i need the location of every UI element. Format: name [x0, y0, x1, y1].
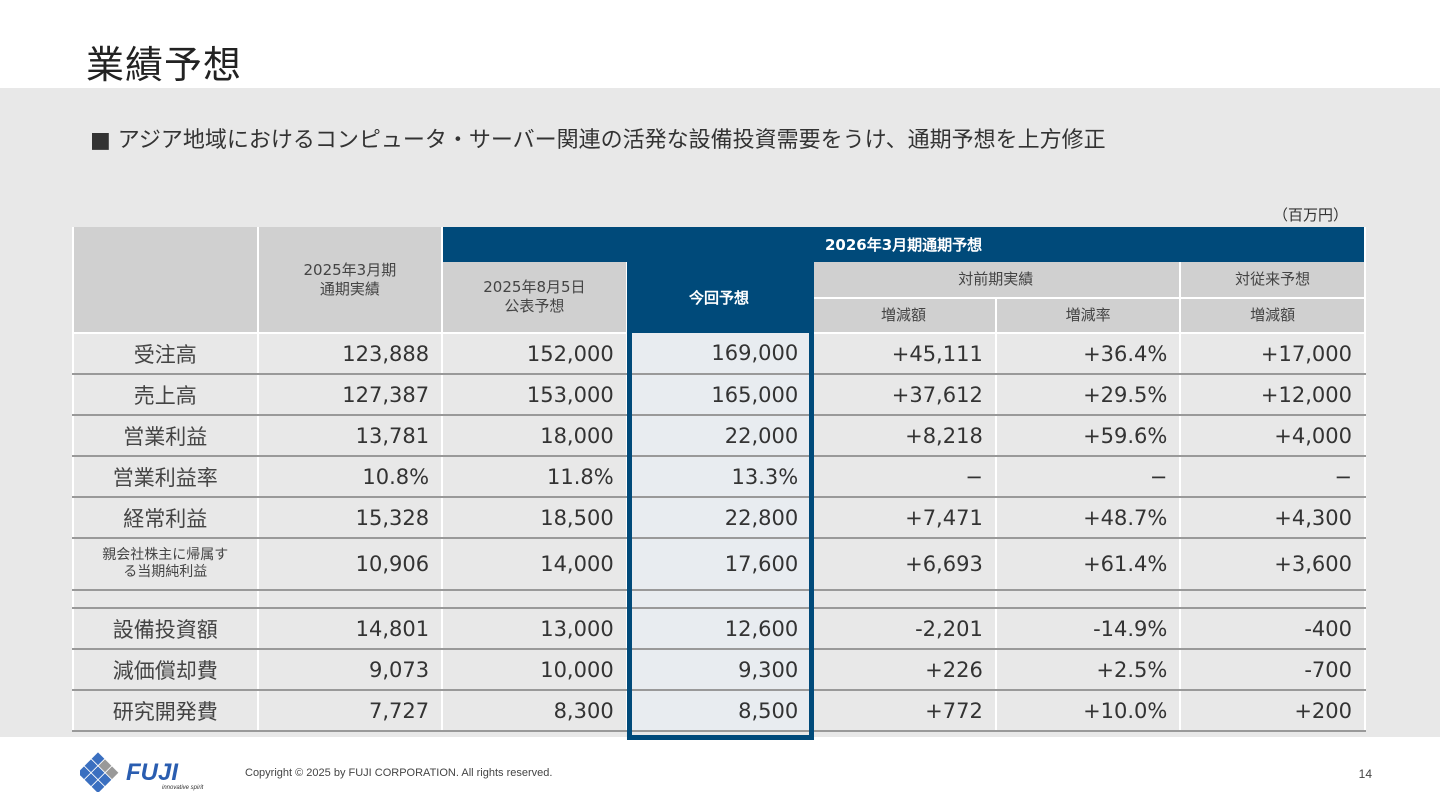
value-cell: +6,693	[810, 538, 997, 591]
row-label: 受注高	[72, 333, 259, 375]
value-cell: 152,000	[441, 333, 628, 375]
value-cell: +772	[810, 690, 997, 732]
value-cell: 15,328	[256, 497, 444, 539]
spacer-cell	[625, 590, 813, 609]
header-group: 2026年3月期通期予想	[441, 227, 1366, 262]
value-cell: +226	[810, 649, 997, 691]
row-label: 減価償却費	[72, 649, 259, 691]
table-row: 経常利益 15,328 18,500 22,800 +7,471 +48.7% +4,300	[72, 497, 1366, 539]
value-cell: 8,500	[625, 690, 813, 732]
header-announced: 2025年8月5日 公表予想	[441, 262, 628, 334]
header-vs-prev: 対前期実績	[810, 262, 1182, 299]
spacer-cell	[994, 590, 1182, 609]
value-cell: 14,801	[256, 608, 444, 650]
copyright: Copyright © 2025 by FUJI CORPORATION. Al…	[245, 767, 553, 779]
row-label: 親会社株主に帰属す る当期純利益	[72, 538, 259, 591]
value-cell: +2.5%	[994, 649, 1182, 691]
value-cell: -700	[1179, 649, 1366, 691]
header-sub: 増減額	[810, 298, 997, 334]
value-cell: +4,000	[1179, 415, 1366, 457]
value-cell: +37,612	[810, 374, 997, 416]
value-cell: 12,600	[625, 608, 813, 650]
value-cell: 13.3%	[625, 456, 813, 498]
value-cell: +48.7%	[994, 497, 1182, 539]
value-cell: 11.8%	[441, 456, 628, 498]
value-cell: 22,800	[625, 497, 813, 539]
value-cell: 18,000	[441, 415, 628, 457]
spacer-cell	[72, 590, 259, 609]
header-prev-actual: 2025年3月期 通期実績	[256, 227, 444, 334]
value-cell: +61.4%	[994, 538, 1182, 591]
value-cell: 165,000	[625, 374, 813, 416]
value-cell: 17,600	[625, 538, 813, 591]
table-row: 減価償却費 9,073 10,000 9,300 +226 +2.5% -700	[72, 649, 1366, 691]
table-row: 営業利益率 10.8% 11.8% 13.3% − − −	[72, 456, 1366, 498]
table-row: 研究開発費 7,727 8,300 8,500 +772 +10.0% +200	[72, 690, 1366, 732]
spacer-cell	[810, 590, 997, 609]
spacer-cell	[256, 590, 444, 609]
table-row: 設備投資額 14,801 13,000 12,600 -2,201 -14.9% -400	[72, 608, 1366, 650]
value-cell: +3,600	[1179, 538, 1366, 591]
value-cell: 153,000	[441, 374, 628, 416]
value-cell: +17,000	[1179, 333, 1366, 375]
value-cell: 169,000	[625, 333, 813, 375]
value-cell: −	[1179, 456, 1366, 498]
value-cell: 10,000	[441, 649, 628, 691]
row-label: 研究開発費	[72, 690, 259, 732]
value-cell: +8,218	[810, 415, 997, 457]
value-cell: 9,300	[625, 649, 813, 691]
value-cell: −	[994, 456, 1182, 498]
spacer-cell	[441, 590, 628, 609]
value-cell: +29.5%	[994, 374, 1182, 416]
row-label: 設備投資額	[72, 608, 259, 650]
page-title: 業績予想	[86, 43, 243, 87]
corner-cell	[72, 227, 259, 334]
value-cell: 10,906	[256, 538, 444, 591]
row-label: 営業利益	[72, 415, 259, 457]
svg-text:FUJI: FUJI	[126, 759, 179, 786]
value-cell: 14,000	[441, 538, 628, 591]
value-cell: -2,201	[810, 608, 997, 650]
summary-bullet: ■ アジア地域におけるコンピュータ・サーバー関連の活発な設備投資需要をうけ、通期…	[90, 128, 1106, 153]
row-label: 売上高	[72, 374, 259, 416]
value-cell: +36.4%	[994, 333, 1182, 375]
table-row: 営業利益 13,781 18,000 22,000 +8,218 +59.6% +4,000	[72, 415, 1366, 457]
value-cell: -14.9%	[994, 608, 1182, 650]
value-cell: +200	[1179, 690, 1366, 732]
value-cell: 123,888	[256, 333, 444, 375]
value-cell: +12,000	[1179, 374, 1366, 416]
value-cell: 9,073	[256, 649, 444, 691]
unit-label: （百万円）	[1272, 206, 1348, 224]
header-sub: 増減率	[994, 298, 1182, 334]
forecast-table: 2025年3月期 通期実績 2026年3月期通期予想 2025年8月5日 公表予想 …	[72, 227, 1366, 732]
header-current: 今回予想	[625, 262, 813, 333]
value-cell: +4,300	[1179, 497, 1366, 539]
table-row: 受注高 123,888 152,000 169,000 +45,111 +36.4% +17…	[72, 333, 1366, 375]
table-row: 売上高 127,387 153,000 165,000 +37,612 +29.5% +12…	[72, 374, 1366, 416]
page-number: 14	[1358, 767, 1372, 781]
row-label: 経常利益	[72, 497, 259, 539]
value-cell: +45,111	[810, 333, 997, 375]
value-cell: 127,387	[256, 374, 444, 416]
value-cell: 22,000	[625, 415, 813, 457]
value-cell: 7,727	[256, 690, 444, 732]
value-cell: 13,000	[441, 608, 628, 650]
value-cell: 8,300	[441, 690, 628, 732]
spacer-cell	[1179, 590, 1366, 609]
value-cell: 18,500	[441, 497, 628, 539]
fuji-logo: FUJI innovative spirit	[80, 752, 204, 792]
table-row: 親会社株主に帰属す る当期純利益 10,906 14,000 17,600 +6,693 +…	[72, 538, 1366, 591]
header-sub: 増減額	[1179, 298, 1366, 334]
value-cell: +10.0%	[994, 690, 1182, 732]
spacer-row	[72, 590, 1366, 609]
header-vs-plan: 対従来予想	[1179, 262, 1366, 299]
value-cell: -400	[1179, 608, 1366, 650]
value-cell: +7,471	[810, 497, 997, 539]
row-label: 営業利益率	[72, 456, 259, 498]
value-cell: +59.6%	[994, 415, 1182, 457]
value-cell: −	[810, 456, 997, 498]
value-cell: 13,781	[256, 415, 444, 457]
svg-text:innovative spirit: innovative spirit	[162, 785, 204, 791]
value-cell: 10.8%	[256, 456, 444, 498]
